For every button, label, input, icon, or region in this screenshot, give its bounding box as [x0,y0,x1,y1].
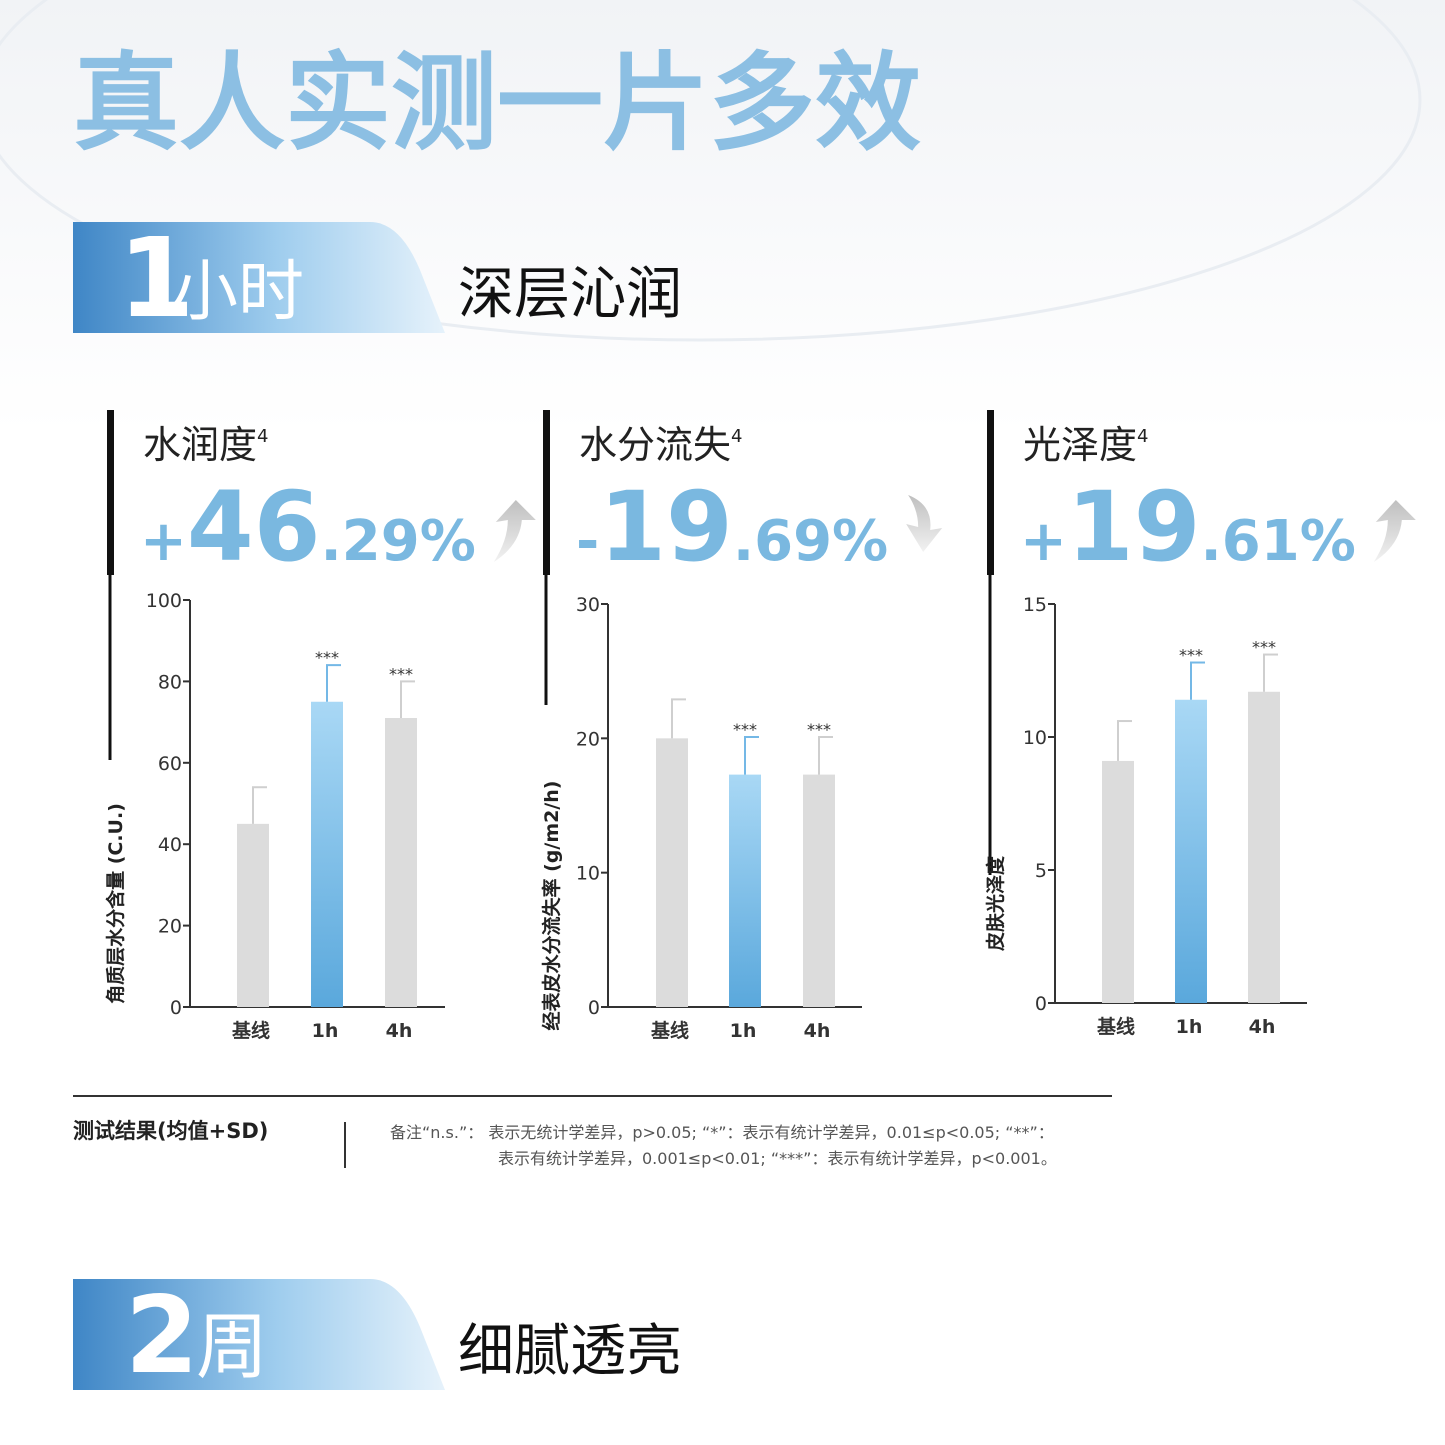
headline: +19.61% [1020,471,1356,583]
bar [311,701,343,1007]
y-tick-label: 40 [158,834,182,856]
y-tick-label: 10 [576,863,600,885]
bar [729,774,761,1007]
chart-title: 光泽度4 [1023,423,1148,467]
chart-title-text: 水分流失 [579,423,731,467]
headline: +46.29% [140,471,476,583]
footer-note: 备注“n.s.”： 表示无统计学差异，p>0.05; “*”：表示有统计学差异，… [390,1123,1054,1142]
y-tick-label: 100 [146,590,182,612]
x-tick-label: 1h [1176,1016,1203,1038]
trend-arrow [906,495,943,552]
chart-title-text: 水润度 [143,423,257,467]
significance-label: *** [315,648,339,667]
headline-part: 46 [187,471,321,583]
y-tick-label: 0 [1035,993,1047,1015]
decor-arc [0,0,1422,342]
trend-arrow [493,500,536,562]
headline-part: .29% [321,509,476,574]
y-tick-label: 60 [158,753,182,775]
significance-label: *** [1179,646,1203,665]
page-title: 真人实测一片多效 [73,42,921,165]
chart-title-text: 光泽度 [1023,423,1137,467]
result-label: 测试结果(均值+SD) [73,1119,268,1143]
bar [1102,760,1134,1003]
x-tick-label: 基线 [231,1019,270,1042]
headline-part: .61% [1201,509,1356,574]
bar [1248,691,1280,1003]
banner-shape [73,222,445,333]
x-tick-label: 基线 [650,1019,689,1042]
panel-accent [543,410,550,575]
bar [656,738,688,1007]
trend-arrow [1373,500,1416,562]
significance-label: *** [733,720,757,739]
x-tick-label: 4h [1249,1016,1276,1038]
section-banner-2: 2 周 细腻透亮 [73,1274,705,1397]
y-tick-label: 80 [158,671,182,693]
headline-part: + [1020,509,1067,574]
banner-label: 细腻透亮 [458,1319,682,1384]
y-axis-label: 经表皮水分流失率 (g/m2/h) [540,780,563,1030]
headline: -19.69% [576,471,888,583]
banner-unit: 小时 [172,253,304,330]
y-axis-label: 角质层水分含量 (C.U.) [104,803,127,1004]
chart-title-sup: 4 [1137,426,1148,447]
y-tick-label: 20 [576,728,600,750]
chart-title-sup: 4 [257,426,268,447]
banner-unit: 周 [196,1305,268,1389]
panel-accent [987,410,994,575]
y-tick-label: 15 [1023,594,1047,616]
x-tick-label: 1h [312,1020,339,1042]
significance-label: *** [389,664,413,683]
headline-part: 19 [599,471,733,583]
banner-shape [73,1279,445,1390]
panel-accent [107,410,114,575]
headline-part: - [576,509,599,574]
x-tick-label: 4h [804,1020,831,1042]
y-tick-label: 5 [1035,860,1047,882]
chart-title: 水润度4 [143,423,268,467]
banner-label: 深层沁润 [458,262,682,327]
y-tick-label: 10 [1023,727,1047,749]
banner-number: 2 [125,1274,199,1397]
bar [1175,699,1207,1003]
headline-part: + [140,509,187,574]
y-tick-label: 20 [158,916,182,938]
y-axis-label: 皮肤光泽度 [984,855,1007,951]
headline-part: .69% [733,509,888,574]
x-tick-label: 1h [730,1020,757,1042]
y-tick-label: 0 [588,997,600,1019]
section-banner-1: 1 小时 深层沁润 [73,214,725,342]
chart-title: 水分流失4 [579,423,742,467]
significance-label: *** [1252,638,1276,657]
banner-number: 1 [118,214,195,342]
footer-note: 表示有统计学差异，0.001≤p<0.01; “***”：表示有统计学差异，p<… [498,1149,1057,1168]
bar [385,718,417,1007]
footer: 测试结果(均值+SD) 备注“n.s.”： 表示无统计学差异，p>0.05; “… [73,1095,1112,1168]
significance-label: *** [807,720,831,739]
headline-part: 19 [1067,471,1201,583]
y-tick-label: 0 [170,997,182,1019]
bar [803,774,835,1007]
bar [237,823,269,1007]
x-tick-label: 基线 [1096,1015,1135,1038]
x-tick-label: 4h [386,1020,413,1042]
y-tick-label: 30 [576,594,600,616]
chart-title-sup: 4 [731,426,742,447]
